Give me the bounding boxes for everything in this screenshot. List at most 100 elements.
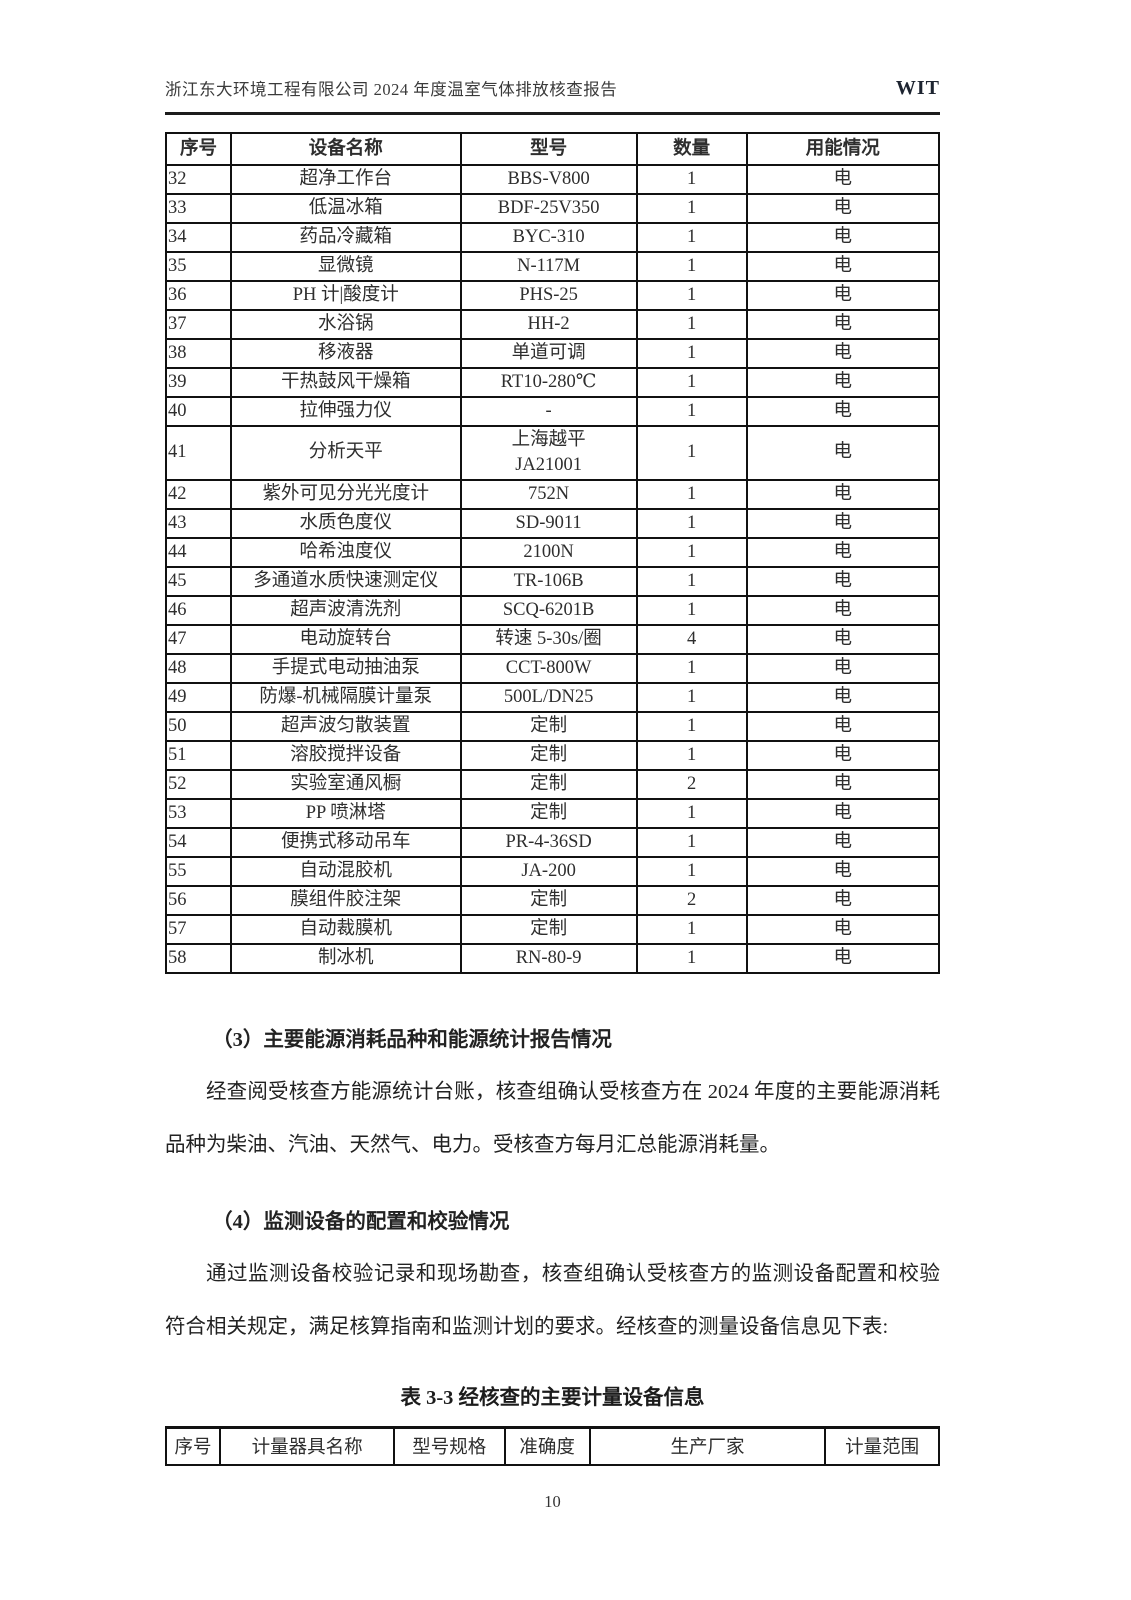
model: BBS-V800 bbox=[459, 164, 638, 195]
device-name: 膜组件胶注架 bbox=[229, 884, 462, 916]
quantity: 1 bbox=[635, 652, 748, 684]
equipment-row: 36 PH 计|酸度计 PHS-25 1 电 bbox=[165, 280, 940, 311]
row-number: 37 bbox=[165, 309, 232, 340]
table-3-3-caption: 表 3-3 经核查的主要计量设备信息 bbox=[400, 1386, 705, 1409]
energy-type: 电 bbox=[745, 507, 940, 539]
quantity: 1 bbox=[635, 855, 748, 887]
row-number: 55 bbox=[165, 855, 232, 887]
energy-type: 电 bbox=[745, 367, 940, 398]
model: SCQ-6201B bbox=[459, 594, 638, 626]
quantity: 1 bbox=[635, 942, 748, 974]
device-name: PH 计|酸度计 bbox=[229, 280, 462, 311]
row-number: 43 bbox=[165, 507, 232, 539]
col-header-model-spec: 型号规格 bbox=[393, 1426, 506, 1466]
device-name: 低温冰箱 bbox=[229, 193, 462, 224]
equipment-row: 37 水浴锅 HH-2 1 电 bbox=[165, 309, 940, 340]
equipment-table-header: 序号 设备名称 型号 数量 用能情况 bbox=[165, 132, 940, 166]
model: 单道可调 bbox=[459, 338, 638, 369]
model: 定制 bbox=[459, 739, 638, 771]
equipment-row: 44 哈希浊度仪 2100N 1 电 bbox=[165, 536, 940, 568]
device-name: 水质色度仪 bbox=[229, 507, 462, 539]
model: RT10-280℃ bbox=[459, 367, 638, 398]
device-name: 便携式移动吊车 bbox=[229, 826, 462, 858]
energy-type: 电 bbox=[745, 652, 940, 684]
row-number: 56 bbox=[165, 884, 232, 916]
row-number: 36 bbox=[165, 280, 232, 311]
equipment-row: 43 水质色度仪 SD-9011 1 电 bbox=[165, 507, 940, 539]
model: SD-9011 bbox=[459, 507, 638, 539]
row-number: 39 bbox=[165, 367, 232, 398]
energy-type: 电 bbox=[745, 855, 940, 887]
model: 500L/DN25 bbox=[459, 681, 638, 713]
equipment-row: 51 溶胶搅拌设备 定制 1 电 bbox=[165, 739, 940, 771]
device-name: 自动裁膜机 bbox=[229, 913, 462, 945]
row-number: 33 bbox=[165, 193, 232, 224]
energy-type: 电 bbox=[745, 338, 940, 369]
row-number: 44 bbox=[165, 536, 232, 568]
device-name: 移液器 bbox=[229, 338, 462, 369]
device-name: 手提式电动抽油泵 bbox=[229, 652, 462, 684]
energy-type: 电 bbox=[745, 942, 940, 974]
model: PR-4-36SD bbox=[459, 826, 638, 858]
row-number: 38 bbox=[165, 338, 232, 369]
device-name: 电动旋转台 bbox=[229, 623, 462, 655]
row-number: 51 bbox=[165, 739, 232, 771]
quantity: 2 bbox=[635, 768, 748, 800]
quantity: 1 bbox=[635, 251, 748, 282]
energy-type: 电 bbox=[745, 797, 940, 829]
row-number: 53 bbox=[165, 797, 232, 829]
device-name: 自动混胶机 bbox=[229, 855, 462, 887]
equipment-row: 55 自动混胶机 JA-200 1 电 bbox=[165, 855, 940, 887]
device-name: 分析天平 bbox=[229, 425, 462, 481]
model: HH-2 bbox=[459, 309, 638, 340]
energy-type: 电 bbox=[745, 565, 940, 597]
row-number: 47 bbox=[165, 623, 232, 655]
model: 定制 bbox=[459, 884, 638, 916]
row-number: 50 bbox=[165, 710, 232, 742]
equipment-row: 38 移液器 单道可调 1 电 bbox=[165, 338, 940, 369]
quantity: 1 bbox=[635, 507, 748, 539]
row-number: 46 bbox=[165, 594, 232, 626]
device-name: 显微镜 bbox=[229, 251, 462, 282]
energy-type: 电 bbox=[745, 309, 940, 340]
row-number: 40 bbox=[165, 396, 232, 427]
device-name: 防爆-机械隔膜计量泵 bbox=[229, 681, 462, 713]
equipment-row: 52 实验室通风橱 定制 2 电 bbox=[165, 768, 940, 800]
device-name: 超声波清洗剂 bbox=[229, 594, 462, 626]
device-name: 溶胶搅拌设备 bbox=[229, 739, 462, 771]
measurement-table: 序号 计量器具名称 型号规格 准确度 生产厂家 计量范围 bbox=[164, 1425, 940, 1466]
model: - bbox=[459, 396, 638, 427]
model: 定制 bbox=[459, 913, 638, 945]
quantity: 1 bbox=[635, 367, 748, 398]
quantity: 1 bbox=[635, 309, 748, 340]
energy-type: 电 bbox=[745, 280, 940, 311]
section-3-paragraph: 经查阅受核查方能源统计台账，核查组确认受核查方在 2024 年度的主要能源消耗品… bbox=[165, 1080, 940, 1156]
report-title: 浙江东大环境工程有限公司 2024 年度温室气体排放核查报告 bbox=[165, 80, 618, 99]
model: JA-200 bbox=[459, 855, 638, 887]
row-number: 42 bbox=[165, 478, 232, 510]
row-number: 58 bbox=[165, 942, 232, 974]
energy-type: 电 bbox=[745, 396, 940, 427]
energy-type: 电 bbox=[745, 594, 940, 626]
device-name: 制冰机 bbox=[229, 942, 462, 974]
quantity: 1 bbox=[635, 565, 748, 597]
model: PHS-25 bbox=[459, 280, 638, 311]
equipment-row: 42 紫外可见分光光度计 752N 1 电 bbox=[165, 478, 940, 510]
quantity: 1 bbox=[635, 739, 748, 771]
energy-type: 电 bbox=[745, 164, 940, 195]
device-name: 哈希浊度仪 bbox=[229, 536, 462, 568]
row-number: 57 bbox=[165, 913, 232, 945]
quantity: 1 bbox=[635, 681, 748, 713]
col-header-index: 序号 bbox=[164, 1426, 222, 1466]
page-header: 浙江东大环境工程有限公司 2024 年度温室气体排放核查报告 WIT bbox=[165, 76, 940, 115]
model: N-117M bbox=[459, 251, 638, 282]
quantity: 1 bbox=[635, 797, 748, 829]
model: CCT-800W bbox=[459, 652, 638, 684]
quantity: 1 bbox=[635, 338, 748, 369]
equipment-row: 33 低温冰箱 BDF-25V350 1 电 bbox=[165, 193, 940, 224]
row-number: 54 bbox=[165, 826, 232, 858]
equipment-table-body: 32 超净工作台 BBS-V800 1 电 33 低温冰箱 BDF-25V350 1 电 34 药品冷… bbox=[165, 164, 940, 974]
quantity: 1 bbox=[635, 425, 748, 481]
equipment-row: 49 防爆-机械隔膜计量泵 500L/DN25 1 电 bbox=[165, 681, 940, 713]
